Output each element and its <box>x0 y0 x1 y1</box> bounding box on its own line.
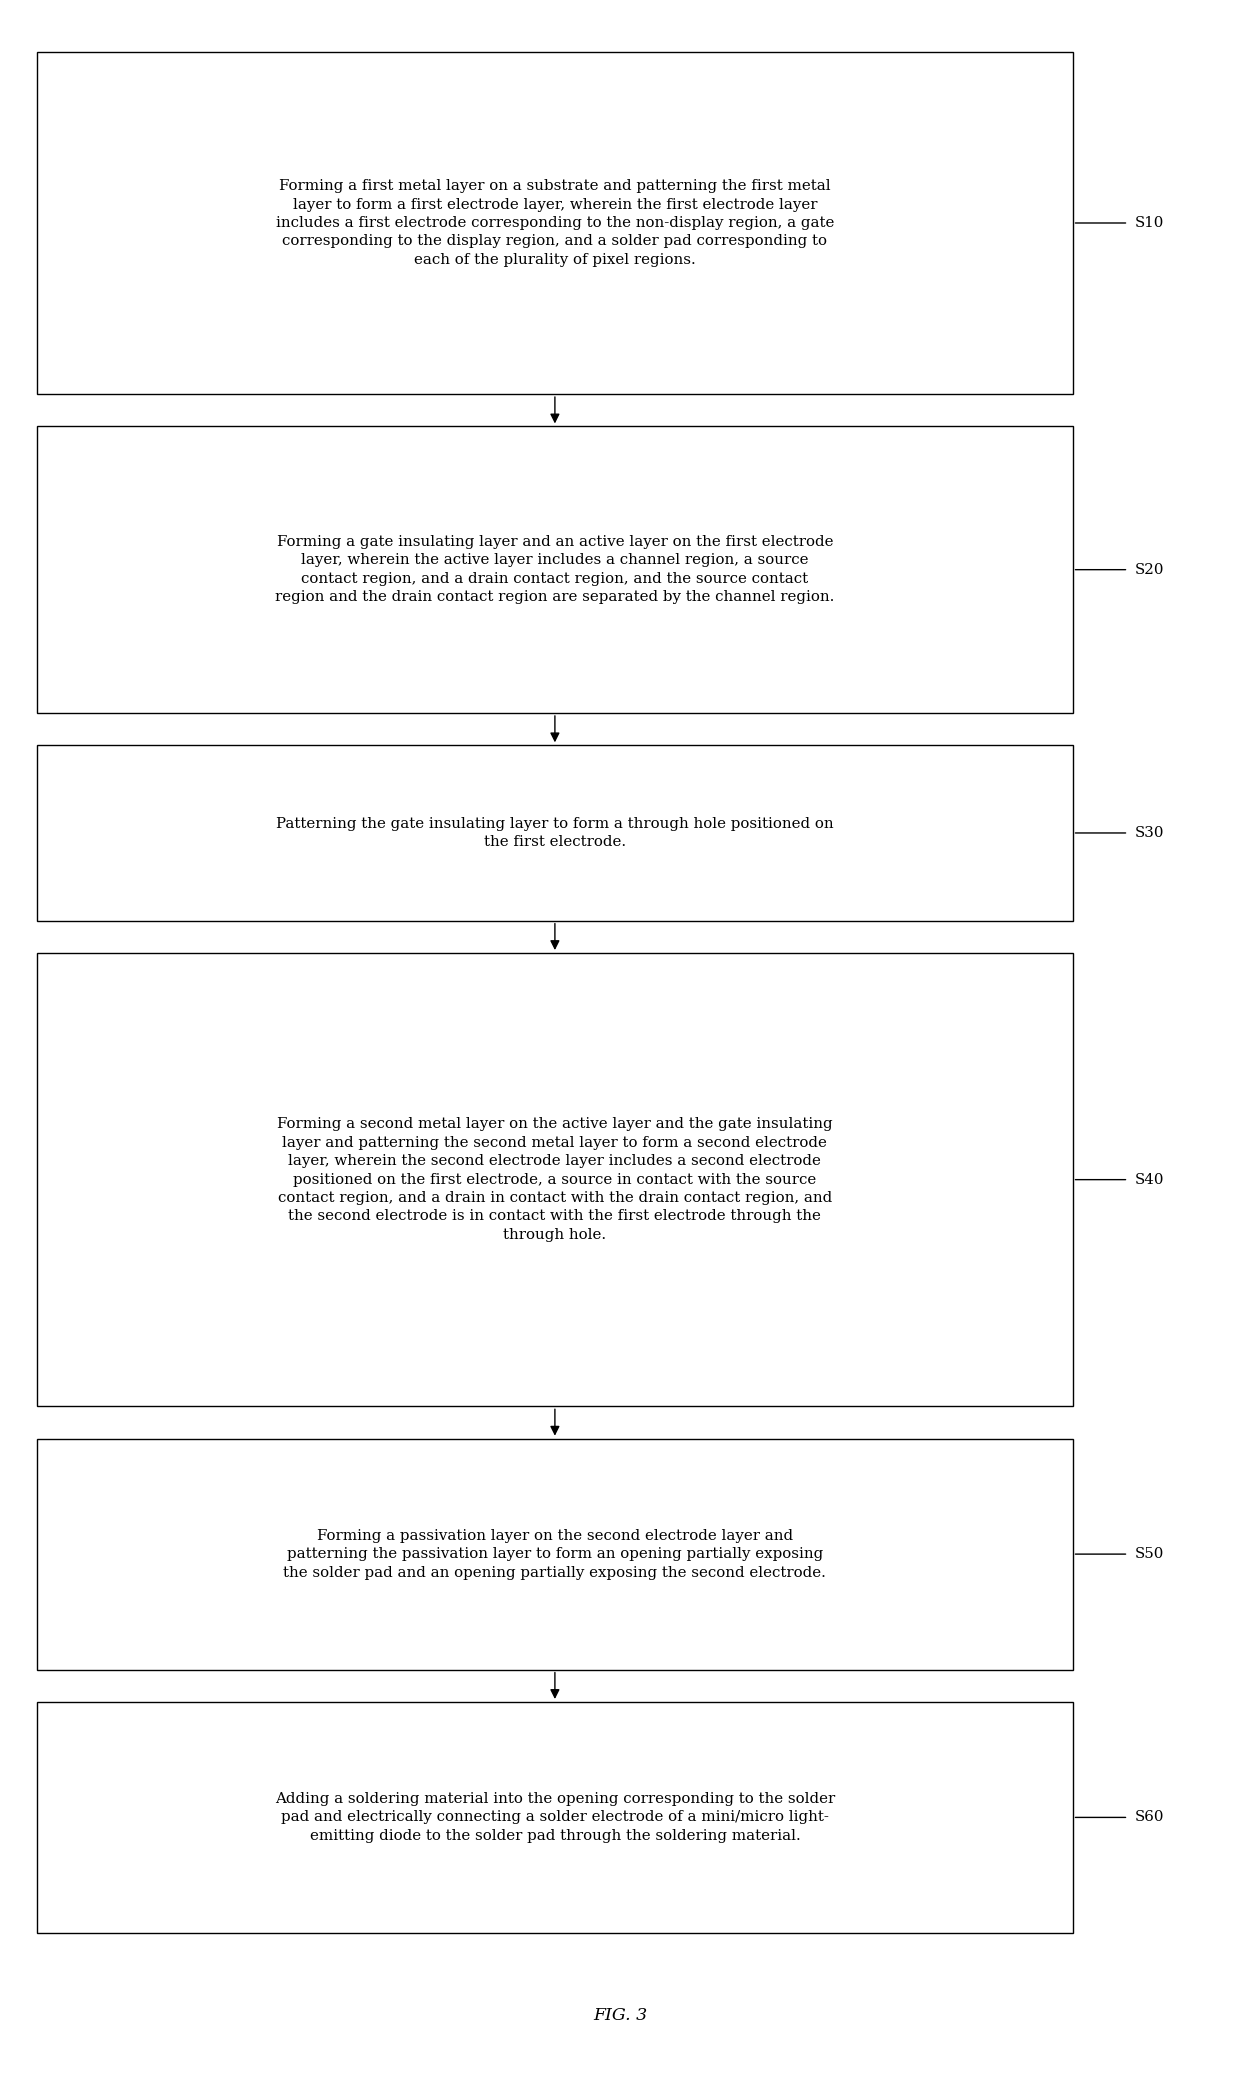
Bar <box>37 52 1073 394</box>
Text: Patterning the gate insulating layer to form a through hole positioned on
the fi: Patterning the gate insulating layer to … <box>277 817 833 848</box>
Text: S20: S20 <box>1135 562 1164 577</box>
Text: Forming a passivation layer on the second electrode layer and
patterning the pas: Forming a passivation layer on the secon… <box>284 1529 826 1580</box>
Text: S30: S30 <box>1135 825 1164 840</box>
Text: Forming a second metal layer on the active layer and the gate insulating
layer a: Forming a second metal layer on the acti… <box>277 1118 833 1242</box>
Text: Forming a first metal layer on a substrate and patterning the first metal
layer : Forming a first metal layer on a substra… <box>275 178 835 268</box>
Text: Adding a soldering material into the opening corresponding to the solder
pad and: Adding a soldering material into the ope… <box>275 1792 835 1844</box>
Text: S50: S50 <box>1135 1547 1164 1562</box>
Text: S60: S60 <box>1135 1811 1164 1825</box>
Text: S10: S10 <box>1135 216 1164 230</box>
Bar <box>37 1703 1073 1933</box>
Text: S40: S40 <box>1135 1172 1164 1186</box>
Text: Forming a gate insulating layer and an active layer on the first electrode
layer: Forming a gate insulating layer and an a… <box>275 535 835 604</box>
Bar <box>37 427 1073 713</box>
Bar <box>37 1439 1073 1670</box>
Bar <box>37 745 1073 921</box>
Text: FIG. 3: FIG. 3 <box>593 2008 647 2024</box>
Bar <box>37 952 1073 1406</box>
